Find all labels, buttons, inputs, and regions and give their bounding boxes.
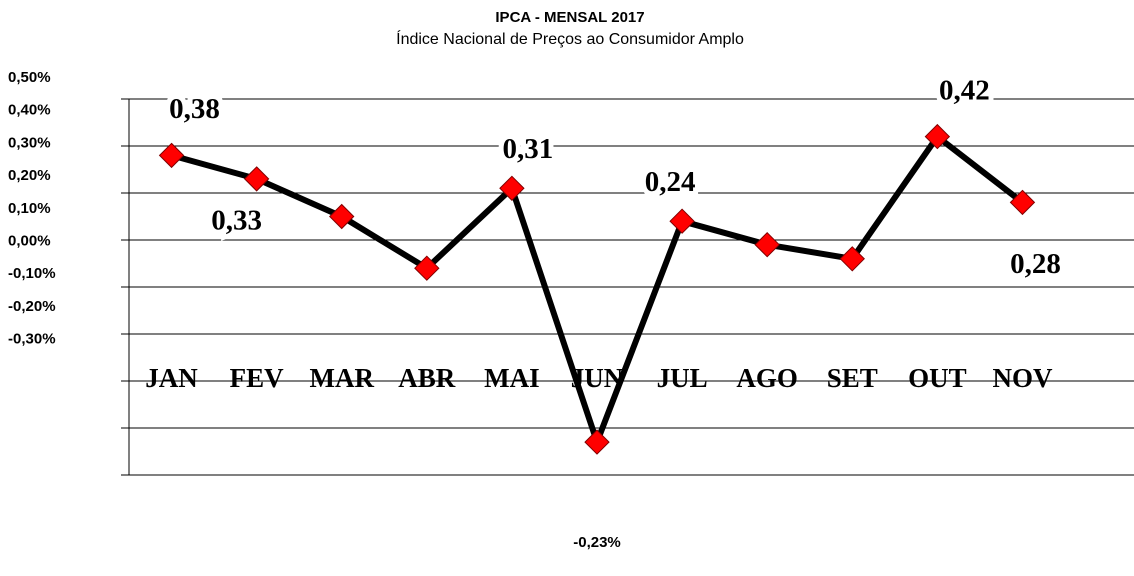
y-tick-label: 0,10% xyxy=(8,200,51,217)
data-label: -0,23% xyxy=(573,534,621,551)
x-tick-label: JAN xyxy=(145,363,198,393)
y-tick-label: 0,00% xyxy=(8,232,51,249)
data-marker xyxy=(754,231,780,258)
data-label: 0,24 xyxy=(645,166,696,198)
x-tick-label: AGO xyxy=(736,363,798,393)
data-label: 0,42 xyxy=(939,74,990,106)
data-marker xyxy=(669,208,695,234)
chart-title: IPCA - MENSAL 2017 xyxy=(495,9,644,26)
data-label: 0,31 xyxy=(503,133,554,165)
x-tick-label: NOV xyxy=(992,363,1053,393)
x-tick-label: MAR xyxy=(309,363,374,393)
data-marker xyxy=(414,255,440,281)
x-tick-label: OUT xyxy=(908,363,967,393)
y-tick-label: 0,40% xyxy=(8,102,51,119)
x-tick-label: JUL xyxy=(657,363,708,393)
y-tick-label: -0,20% xyxy=(8,298,56,315)
x-tick-label: ABR xyxy=(398,363,456,393)
data-label: 0,38 xyxy=(169,93,220,125)
x-tick-label: MAI xyxy=(484,363,540,393)
data-line xyxy=(170,133,1025,446)
y-tick-label: 0,20% xyxy=(8,167,51,184)
data-marker xyxy=(1009,189,1036,216)
x-tick-label: SET xyxy=(827,363,878,393)
data-marker xyxy=(499,175,525,202)
x-tick-label: FEV xyxy=(230,363,285,393)
data-label: 0,33 xyxy=(211,205,262,237)
data-marker xyxy=(584,429,610,455)
data-marker xyxy=(158,142,185,169)
data-label: 0,28 xyxy=(1010,248,1061,280)
data-marker xyxy=(329,203,355,230)
data-marker xyxy=(924,123,951,150)
y-tick-label: 0,50% xyxy=(8,69,51,86)
data-marker xyxy=(243,166,270,192)
y-tick-label: -0,10% xyxy=(8,265,56,282)
chart-subtitle: Índice Nacional de Preços ao Consumidor … xyxy=(396,29,744,48)
y-tick-label: -0,30% xyxy=(8,331,56,348)
y-tick-label: 0,30% xyxy=(8,134,51,151)
data-marker xyxy=(839,246,865,272)
